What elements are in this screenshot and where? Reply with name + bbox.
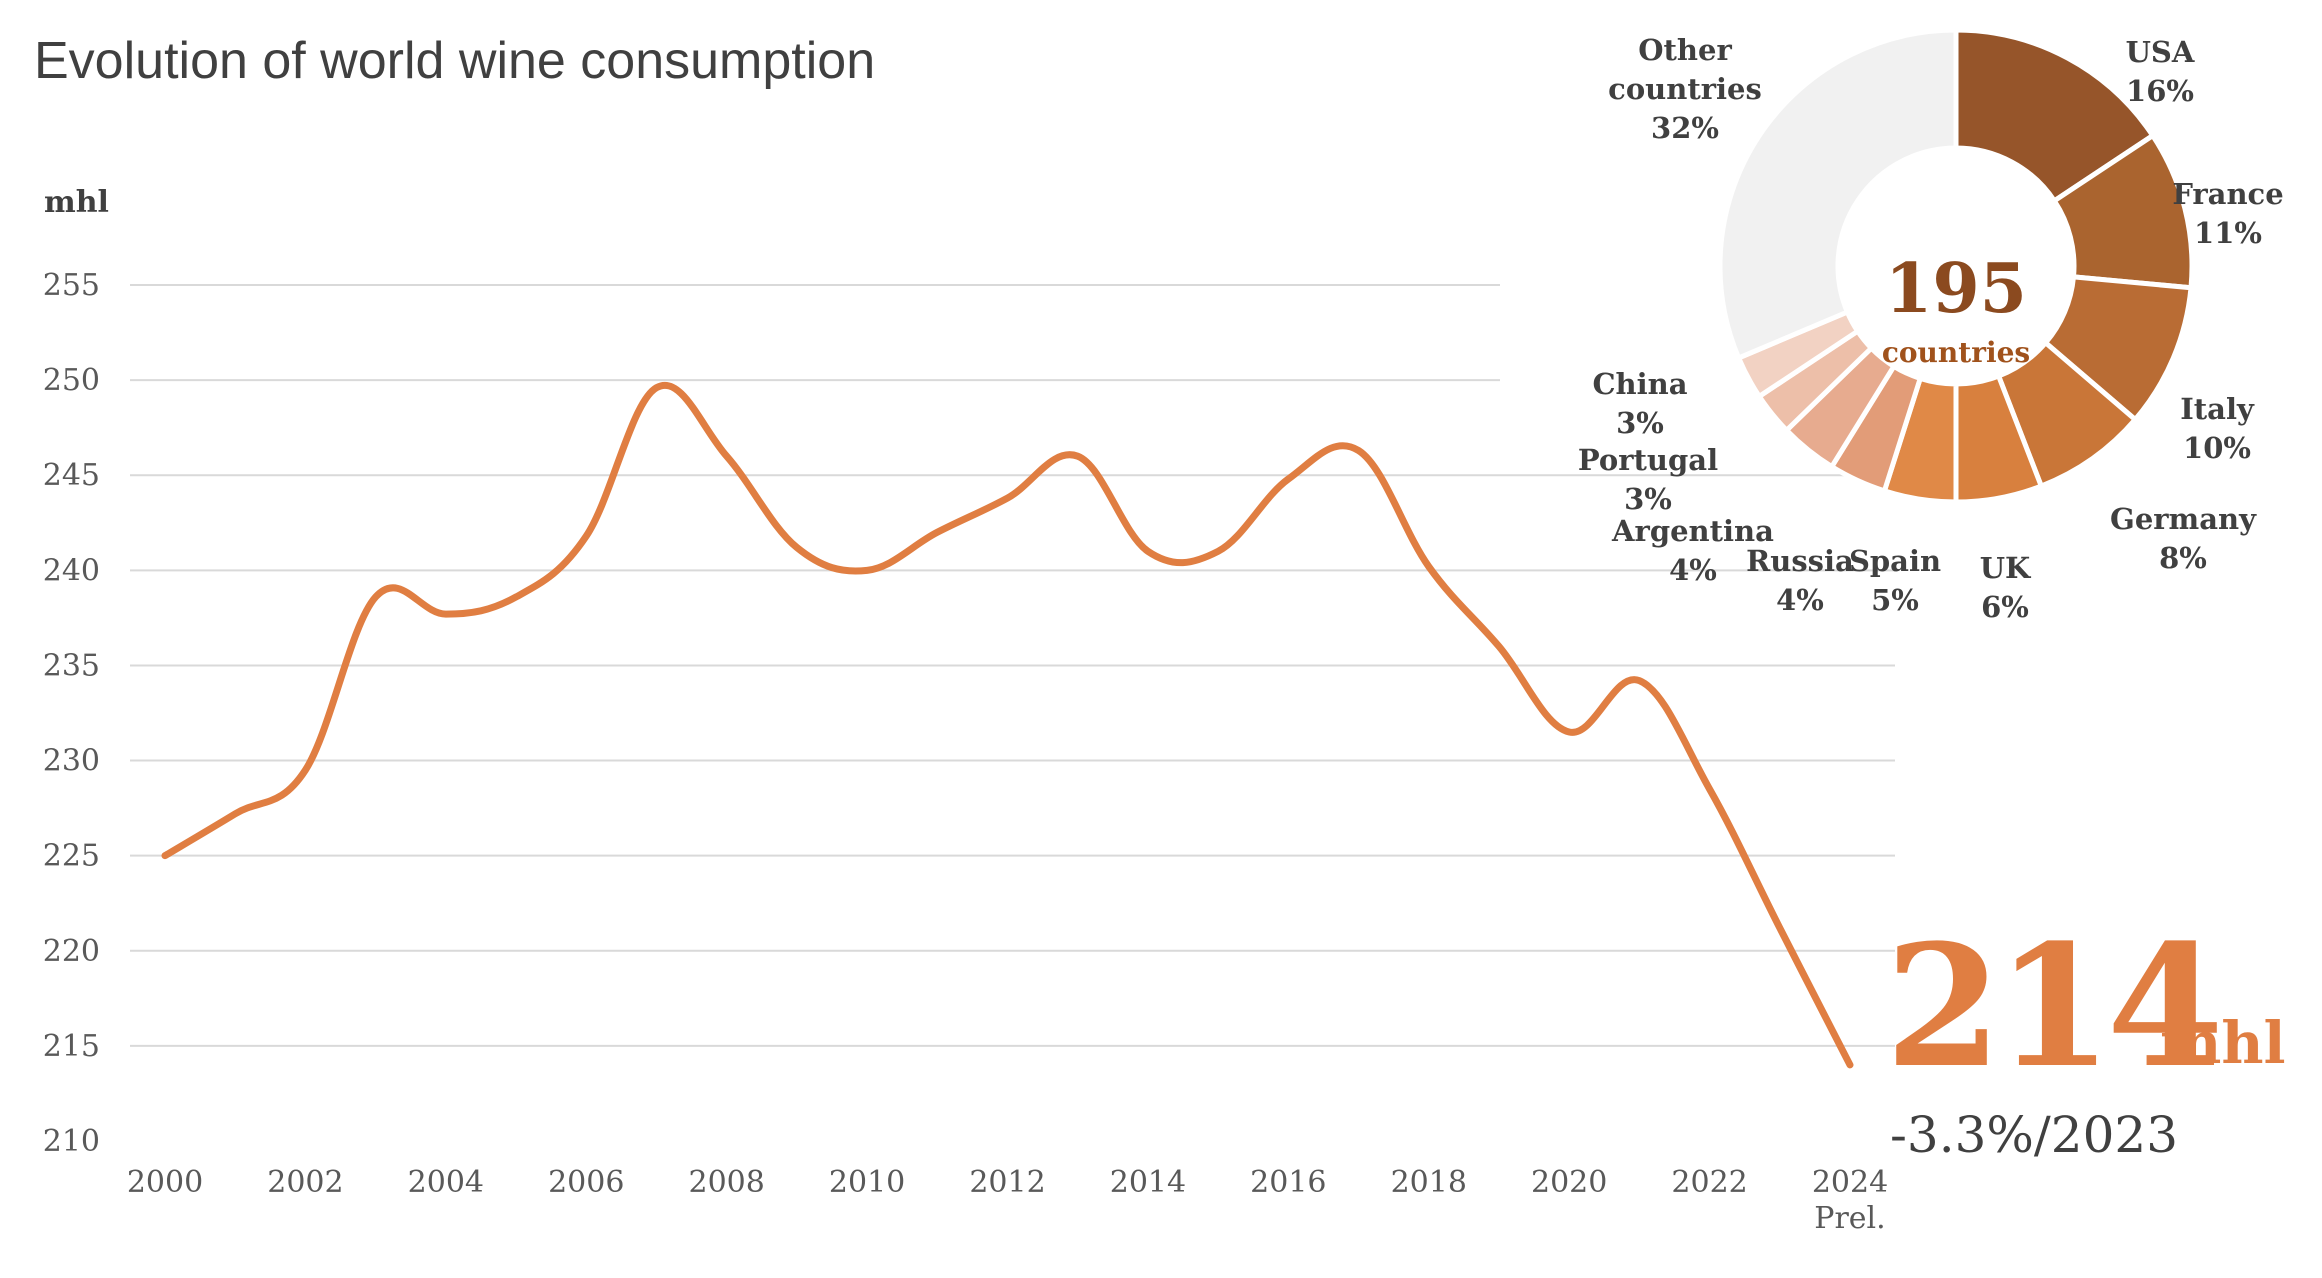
y-tick-245: 245 — [43, 458, 100, 493]
data-points — [165, 388, 1850, 1065]
x-tick-2024: 2024 — [1812, 1165, 1888, 1200]
country-share-donut — [1717, 27, 2195, 505]
x-tick-2014: 2014 — [1110, 1165, 1186, 1200]
y-tick-220: 220 — [43, 934, 100, 969]
x-tick-2020: 2020 — [1531, 1165, 1607, 1200]
label-spain: Spain 5% — [1849, 544, 1941, 617]
y-tick-235: 235 — [43, 648, 100, 683]
y-tick-230: 230 — [43, 744, 100, 779]
y-tick-225: 225 — [43, 839, 100, 874]
x-tick-2006: 2006 — [548, 1165, 624, 1200]
consumption-line — [161, 382, 1854, 1069]
label-usa: USA 16% — [2126, 35, 2195, 108]
label-china: China 3% — [1592, 367, 1687, 440]
label-germany: Germany 8% — [2110, 502, 2257, 575]
x-tick-2018: 2018 — [1391, 1165, 1467, 1200]
y-tick-240: 240 — [43, 553, 100, 588]
slice-usa — [1953, 27, 2157, 205]
x-tick-note: Prel. — [1814, 1201, 1885, 1236]
x-tick-2010: 2010 — [829, 1165, 905, 1200]
x-tick-labels: 2000 2002 2004 2006 2008 2010 2012 2014 2016 2018… — [127, 1165, 1888, 1200]
highlight-value: 214 — [1885, 907, 2218, 1105]
label-russia: Russia 4% — [1746, 544, 1854, 617]
x-tick-2008: 2008 — [688, 1165, 764, 1200]
x-tick-2016: 2016 — [1250, 1165, 1326, 1200]
chart-title: Evolution of world wine consumption — [34, 32, 875, 90]
donut-center-label: countries — [1882, 336, 2030, 369]
y-tick-255: 255 — [43, 268, 100, 303]
y-axis-label: mhl — [44, 185, 109, 220]
x-tick-2022: 2022 — [1671, 1165, 1747, 1200]
y-tick-210: 210 — [43, 1124, 100, 1159]
label-france: France 11% — [2172, 177, 2283, 250]
slice-other-countries — [1717, 27, 1959, 362]
label-italy: Italy 10% — [2180, 392, 2255, 465]
highlight-change: -3.3%/2023 — [1890, 1106, 2178, 1164]
y-tick-250: 250 — [43, 363, 100, 398]
y-tick-labels: 210 215 220 225 230 235 240 245 250 255 — [43, 268, 100, 1159]
x-tick-2012: 2012 — [969, 1165, 1045, 1200]
highlight-unit: mhl — [2160, 1009, 2286, 1077]
label-portugal: Portugal 3% — [1578, 443, 1718, 516]
x-tick-2004: 2004 — [408, 1165, 484, 1200]
x-tick-2000: 2000 — [127, 1165, 203, 1200]
label-other-countries: Other countries 32% — [1608, 33, 1762, 145]
gridlines — [130, 284, 1895, 1047]
y-tick-215: 215 — [43, 1029, 100, 1064]
label-argentina: Argentina 4% — [1611, 514, 1774, 587]
donut-center-value: 195 — [1885, 249, 2027, 329]
x-tick-2002: 2002 — [267, 1165, 343, 1200]
donut-labels: USA 16% France 11% Italy 10% Germany 8% UK 6% Spai… — [1578, 33, 2284, 624]
label-uk: UK 6% — [1980, 551, 2032, 624]
